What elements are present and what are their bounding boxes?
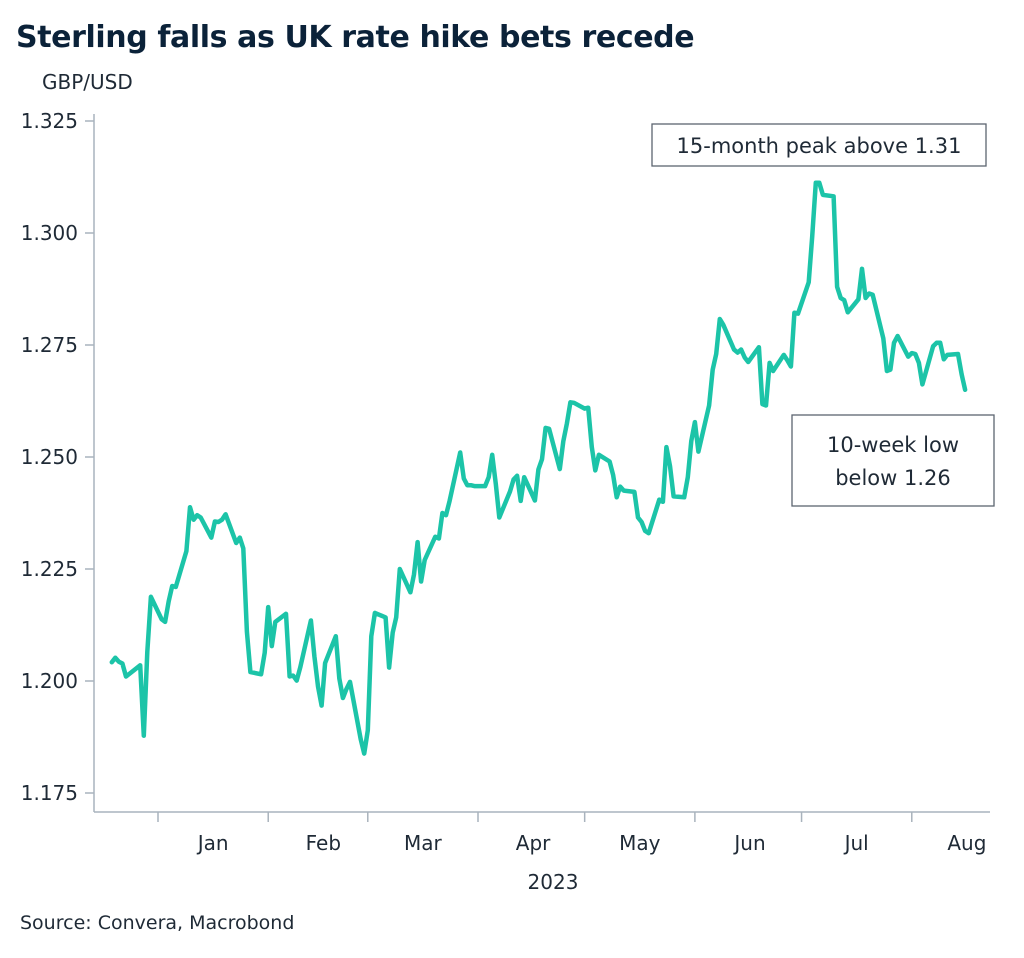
x-axis-label: 2023	[528, 870, 579, 894]
x-tick-label: Jan	[196, 831, 229, 855]
y-tick-label: 1.300	[21, 221, 78, 245]
annotation-box	[651, 123, 987, 167]
y-tick-label: 1.175	[21, 781, 78, 805]
y-tick-label: 1.225	[21, 557, 78, 581]
y-tick-label: 1.275	[21, 333, 78, 357]
x-tick-label: Jun	[732, 831, 765, 855]
x-tick-label: Jul	[843, 831, 869, 855]
x-tick-label: May	[619, 831, 661, 855]
annotation-text: 15-month peak above 1.31	[677, 134, 962, 158]
x-tick-label: Aug	[947, 831, 986, 855]
annotation-1: 15-month peak above 1.31	[651, 123, 987, 167]
y-tick-label: 1.200	[21, 669, 78, 693]
gbp-usd-line	[109, 180, 968, 756]
source-note: Source: Convera, Macrobond	[20, 912, 295, 934]
x-tick-label: Apr	[516, 831, 551, 855]
y-tick-label: 1.250	[21, 445, 78, 469]
chart-title: Sterling falls as UK rate hike bets rece…	[16, 20, 695, 55]
annotation-text: below 1.26	[835, 466, 951, 490]
annotations: 15-month peak above 1.31 10-week low below…	[651, 123, 995, 507]
y-tick-label: 1.325	[21, 109, 78, 133]
x-tick-label: Mar	[404, 831, 443, 855]
annotation-2: 10-week low below 1.26	[791, 414, 995, 507]
annotation-box	[791, 414, 995, 507]
y-axis: 1.175 1.200 1.225 1.250 1.275 1.300 1.325	[21, 109, 95, 812]
x-axis: Jan Feb Mar Apr May Jun Jul Aug 2023	[94, 811, 990, 894]
x-tick-label: Feb	[306, 831, 341, 855]
y-axis-label: GBP/USD	[42, 70, 133, 94]
annotation-text: 10-week low	[827, 433, 959, 457]
